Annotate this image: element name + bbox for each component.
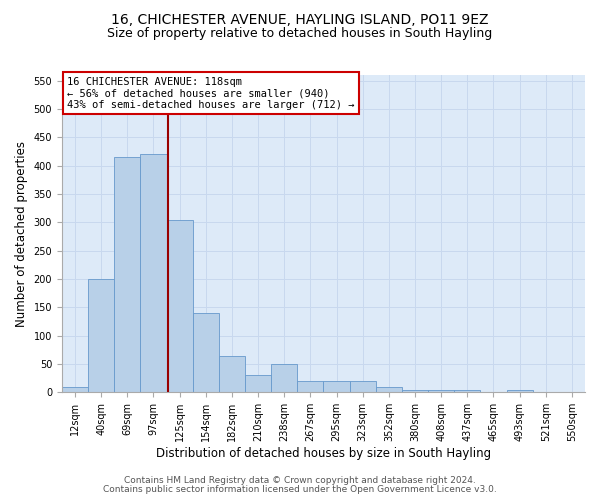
X-axis label: Distribution of detached houses by size in South Hayling: Distribution of detached houses by size … [156,447,491,460]
Bar [297,381,323,392]
Bar [271,364,297,392]
Bar [167,220,193,392]
Bar [454,390,481,392]
Bar [62,386,88,392]
Bar [350,381,376,392]
Text: Contains public sector information licensed under the Open Government Licence v3: Contains public sector information licen… [103,485,497,494]
Text: Contains HM Land Registry data © Crown copyright and database right 2024.: Contains HM Land Registry data © Crown c… [124,476,476,485]
Bar [376,386,402,392]
Text: 16, CHICHESTER AVENUE, HAYLING ISLAND, PO11 9EZ: 16, CHICHESTER AVENUE, HAYLING ISLAND, P… [111,12,489,26]
Text: Size of property relative to detached houses in South Hayling: Size of property relative to detached ho… [107,28,493,40]
Bar [506,390,533,392]
Bar [323,381,350,392]
Bar [428,390,454,392]
Y-axis label: Number of detached properties: Number of detached properties [15,140,28,326]
Bar [219,356,245,393]
Bar [245,376,271,392]
Text: 16 CHICHESTER AVENUE: 118sqm
← 56% of detached houses are smaller (940)
43% of s: 16 CHICHESTER AVENUE: 118sqm ← 56% of de… [67,76,355,110]
Bar [88,279,114,392]
Bar [114,157,140,392]
Bar [193,313,219,392]
Bar [402,390,428,392]
Bar [140,154,167,392]
